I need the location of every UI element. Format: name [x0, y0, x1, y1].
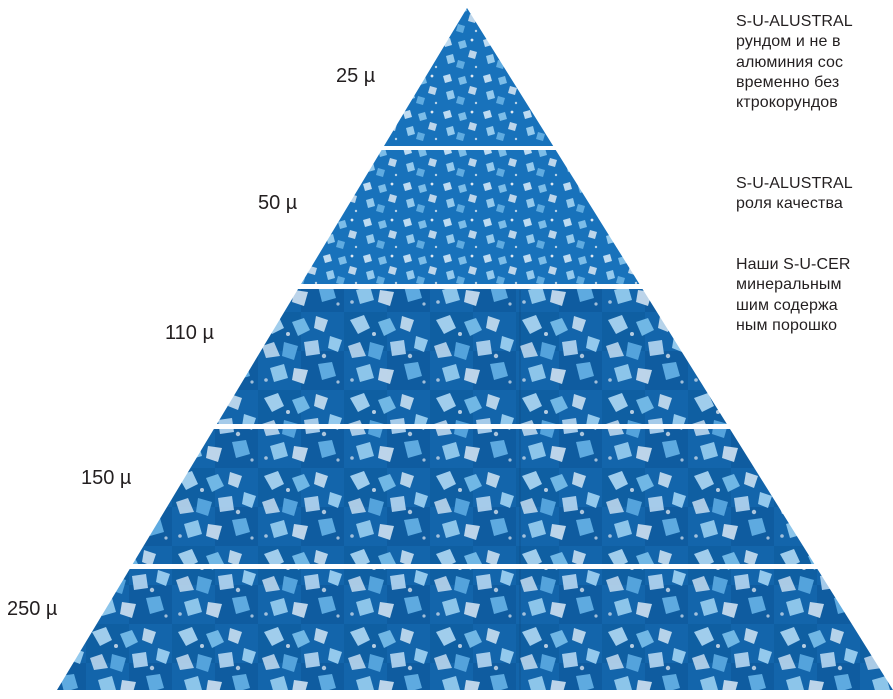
text-line: Наши S-U-CER	[736, 256, 851, 273]
text-line: шим содержа	[736, 296, 838, 314]
grain-size-label: 50 µ	[258, 192, 298, 214]
text-line: S-U-ALUSTRAL	[736, 13, 853, 30]
grain-size-label: 110 µ	[165, 322, 214, 344]
description-paragraph: S-U-ALUSTRAL рундом и не в алюминия сос …	[736, 12, 893, 113]
description-paragraph: Наши S-U-CER минеральным шим содержа ным…	[736, 255, 893, 336]
text-line: ным порошко	[736, 316, 838, 334]
layer-dividers	[0, 146, 893, 569]
grain-size-label: 150 µ	[81, 467, 132, 489]
text-line: S-U-ALUSTRAL	[736, 175, 853, 192]
text-line: ктрокорундов	[736, 94, 838, 112]
text-line: минеральным	[736, 276, 842, 294]
text-line: роля качества	[736, 195, 843, 213]
text-line: временно без	[736, 73, 840, 91]
text-line: рундом и не в	[736, 33, 841, 51]
description-paragraph: S-U-ALUSTRAL роля качества	[736, 174, 893, 215]
grain-size-label: 25 µ	[336, 65, 376, 87]
text-line: алюминия сос	[736, 53, 844, 71]
grain-size-label: 250 µ	[7, 598, 58, 620]
grain-layer-250	[57, 569, 893, 690]
